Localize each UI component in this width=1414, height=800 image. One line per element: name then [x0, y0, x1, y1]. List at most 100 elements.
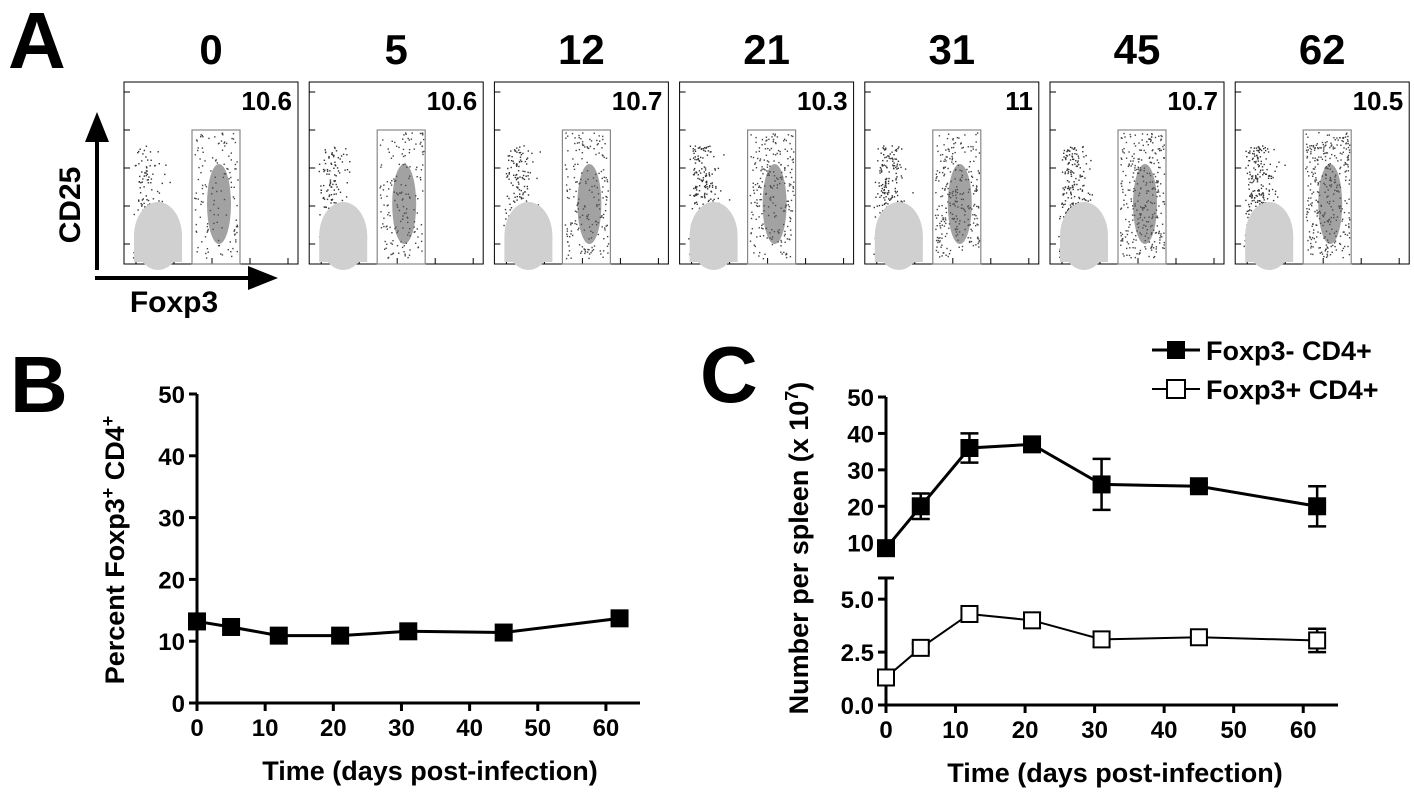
flow-event: [766, 166, 769, 168]
flow-event: [324, 206, 327, 208]
flow-event: [603, 156, 605, 159]
flow-event: [1123, 255, 1125, 257]
flow-event: [573, 176, 576, 179]
flow-event: [566, 235, 569, 237]
flow-event: [885, 180, 887, 183]
flow-event: [513, 149, 516, 151]
flow-event: [580, 250, 583, 253]
flow-event: [1122, 188, 1124, 191]
flow-event: [1337, 139, 1339, 141]
flow-event: [1259, 200, 1261, 202]
flow-event: [607, 190, 609, 192]
flow-event: [327, 189, 329, 191]
flow-event: [318, 170, 320, 173]
flow-event: [421, 233, 423, 235]
flow-event: [602, 155, 604, 157]
flow-event: [1153, 255, 1156, 258]
flow-event: [519, 151, 522, 154]
flow-event: [1312, 146, 1315, 148]
flow-event: [755, 141, 757, 144]
flow-event: [521, 176, 523, 179]
flow-event: [774, 135, 776, 137]
flow-event: [1070, 191, 1072, 193]
flow-event: [887, 203, 889, 205]
flow-event: [1131, 231, 1133, 234]
flow-event: [1262, 196, 1264, 198]
flow-event: [575, 190, 577, 193]
flow-event: [689, 145, 692, 147]
flow-event: [383, 225, 385, 228]
flow-event: [1324, 142, 1327, 144]
flow-event: [1246, 210, 1248, 213]
flow-event: [1309, 147, 1311, 149]
flow-event: [877, 148, 879, 150]
flow-event: [751, 228, 754, 230]
flow-event: [945, 219, 947, 221]
flow-event: [759, 158, 762, 160]
flow-event: [893, 162, 895, 164]
flow-event: [696, 203, 698, 205]
flow-event: [958, 137, 960, 139]
flow-event: [231, 255, 233, 258]
flow-event: [697, 174, 699, 176]
panel-a: A 010.6510.61210.72110.331114510.76210.5…: [8, 0, 1410, 319]
flow-event: [935, 179, 937, 181]
flow-event: [1262, 185, 1264, 187]
flow-event: [783, 251, 785, 254]
flow-event: [564, 164, 567, 166]
flow-event: [1160, 135, 1162, 137]
flow-gate: [376, 129, 426, 265]
flow-event: [964, 134, 966, 136]
flow-event: [1128, 151, 1130, 153]
flow-event: [977, 224, 979, 226]
flow-event: [780, 239, 782, 242]
flow-event: [508, 172, 510, 174]
flow-event: [1148, 255, 1150, 258]
flow-event: [949, 249, 952, 252]
flow-event: [522, 192, 524, 194]
chart-c-ylabel-sup: 7: [782, 391, 802, 401]
flow-event: [601, 177, 603, 180]
flow-event: [419, 132, 422, 135]
flow-event: [512, 160, 514, 162]
flow-event: [1339, 235, 1342, 237]
flow-event: [1323, 148, 1325, 150]
flow-event: [1073, 181, 1075, 183]
flow-event: [948, 253, 951, 255]
flow-event: [333, 180, 335, 182]
flow-event: [1132, 172, 1135, 174]
flow-event: [884, 178, 887, 181]
flow-event: [944, 188, 946, 190]
point-open: [1308, 631, 1327, 650]
flow-event: [947, 167, 949, 170]
chart-b-point: [331, 626, 350, 645]
flow-event: [977, 236, 979, 238]
flow-event: [224, 145, 226, 147]
flow-event: [1130, 165, 1132, 167]
flow-event: [1319, 232, 1322, 234]
flow-event: [329, 179, 332, 181]
flow-event: [1312, 175, 1314, 177]
flow-event: [1073, 172, 1075, 174]
flow-event: [526, 163, 528, 165]
flow-event: [1127, 189, 1129, 191]
flow-event: [1326, 246, 1328, 248]
flow-event: [1129, 189, 1131, 191]
point-open: [1023, 611, 1042, 630]
flow-event: [762, 173, 764, 175]
flow-event: [505, 173, 508, 175]
flow-event: [754, 245, 756, 248]
flow-event: [393, 178, 395, 180]
flow-event: [604, 227, 606, 229]
flow-event: [517, 181, 520, 183]
flow-event: [936, 208, 938, 211]
flow-event: [601, 191, 603, 193]
flow-event: [145, 166, 148, 168]
flow-event: [912, 192, 914, 194]
flow-event: [1312, 253, 1314, 256]
flow-event: [883, 164, 885, 166]
flow-event: [941, 171, 944, 174]
flow-event: [234, 233, 236, 235]
flow-event: [1121, 180, 1123, 182]
